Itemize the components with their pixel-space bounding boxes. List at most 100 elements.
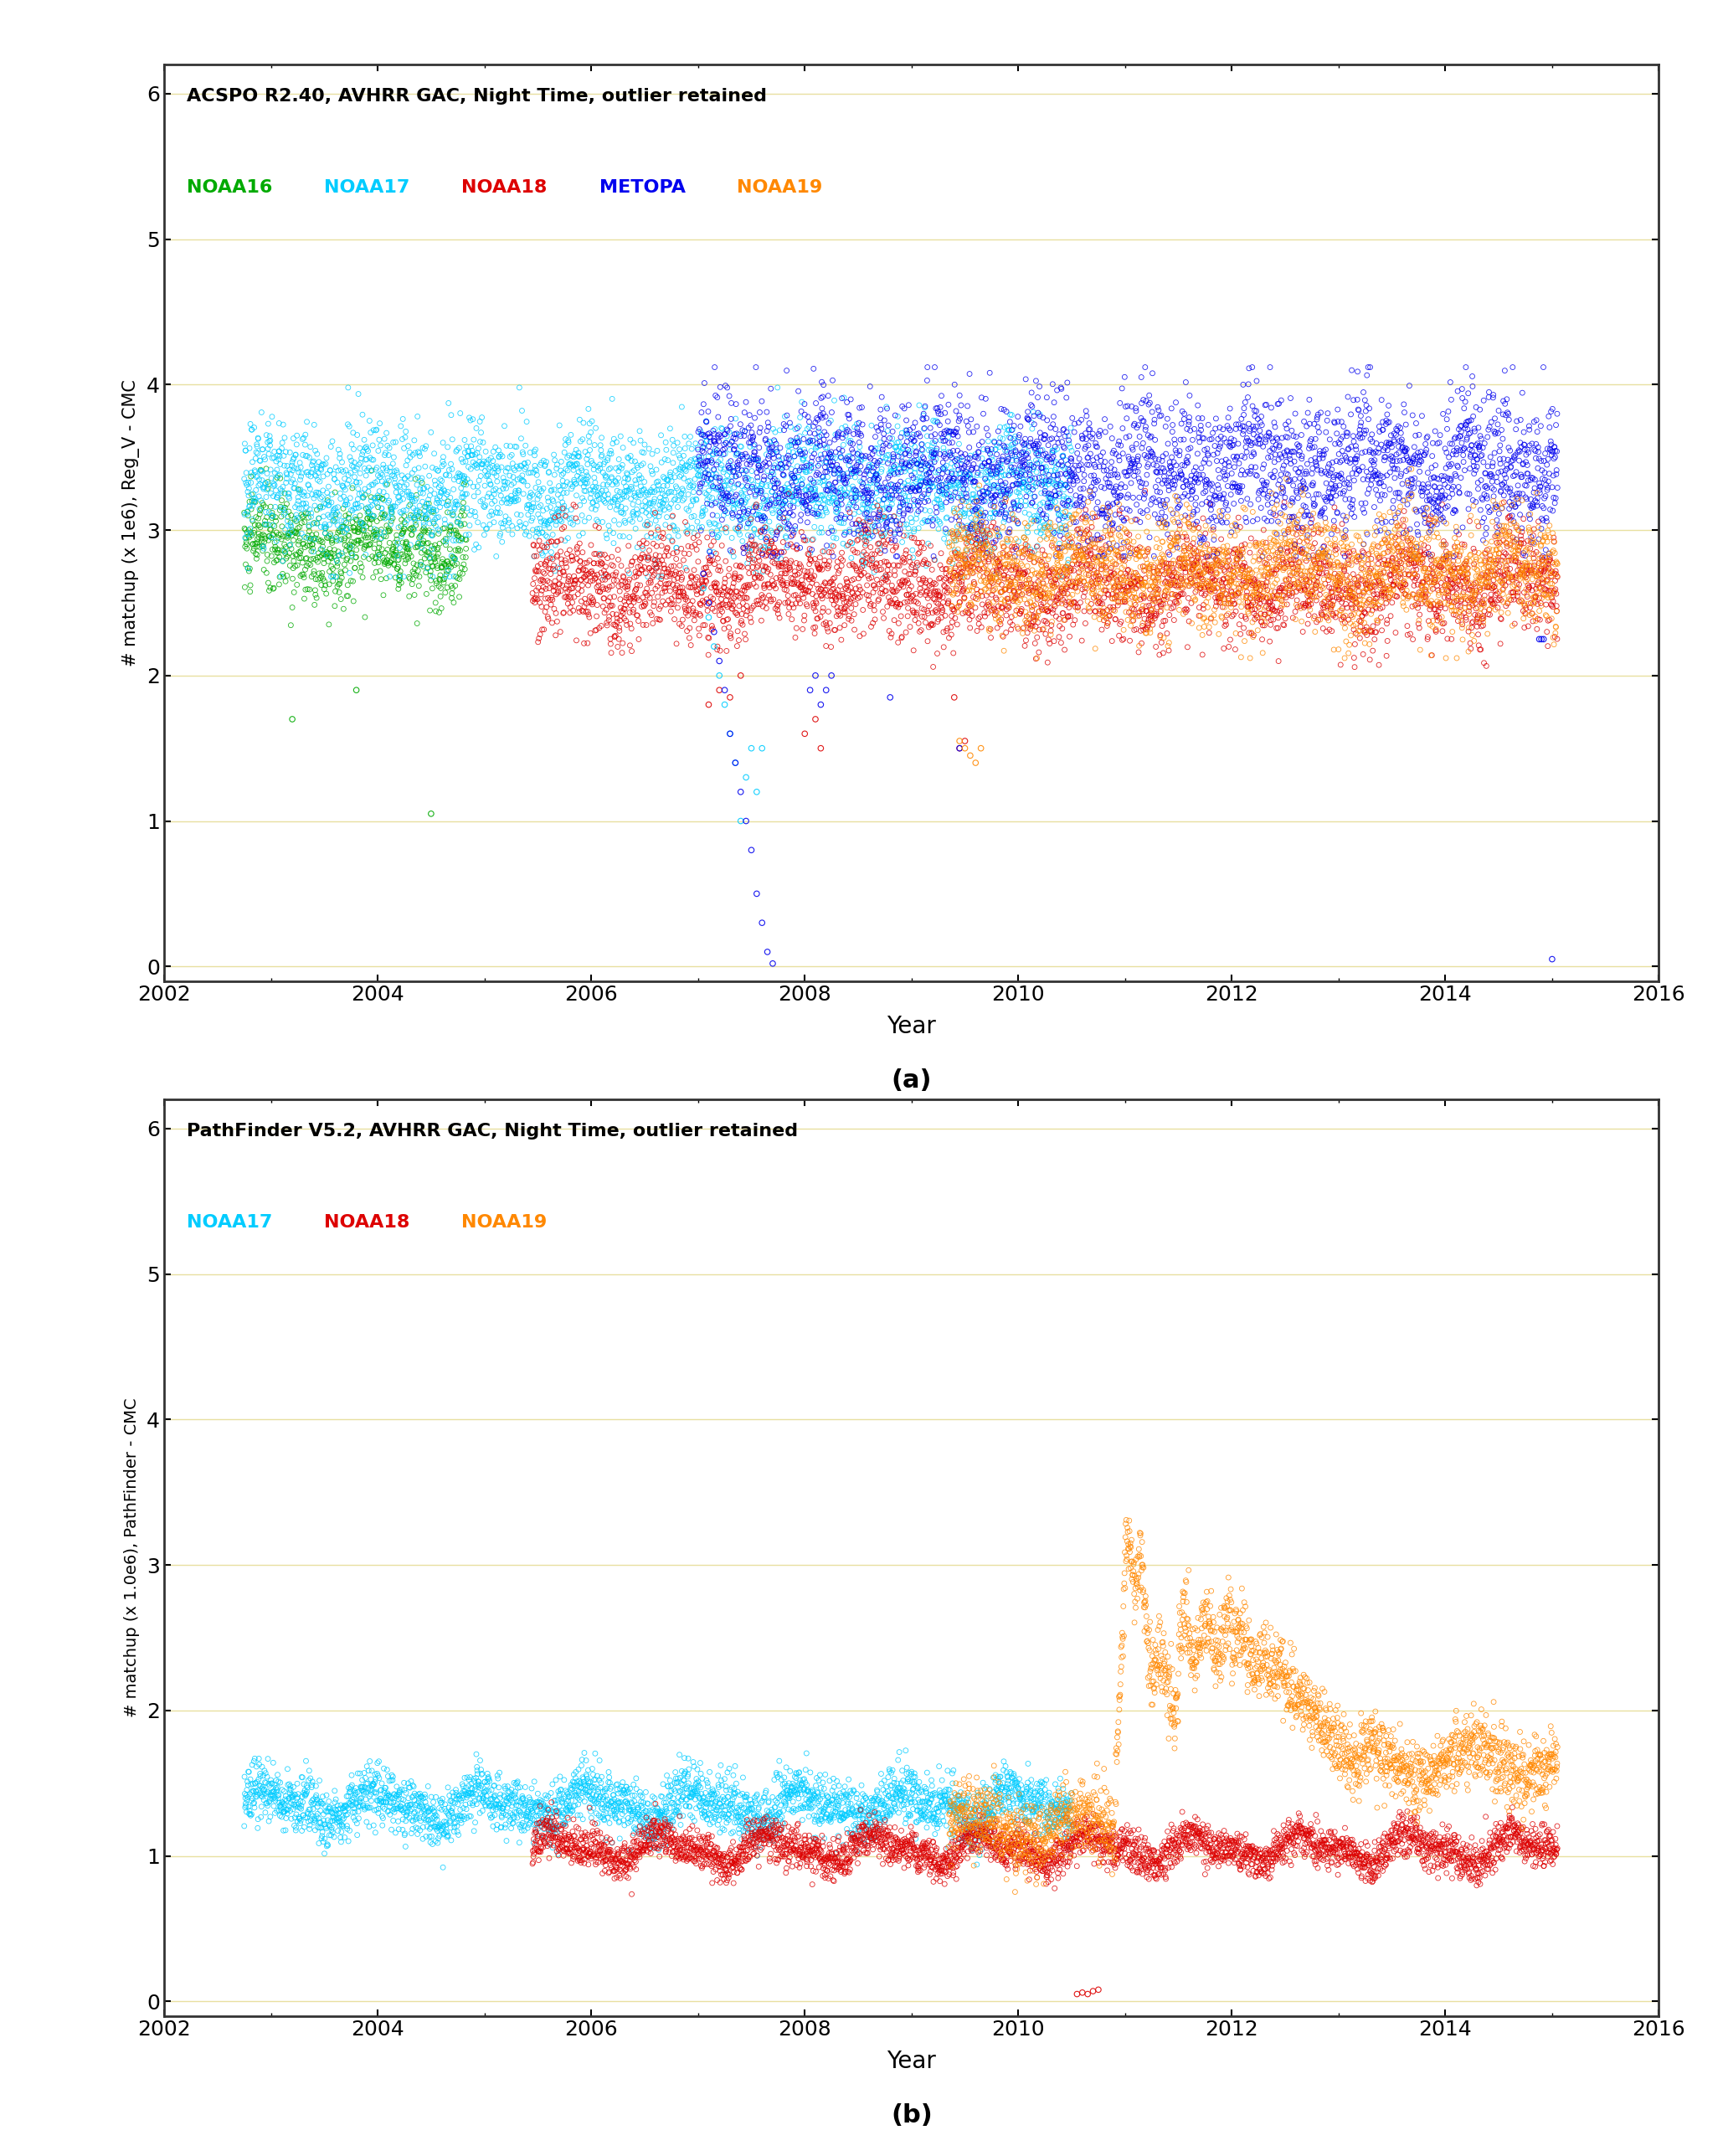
Point — [930, 1789, 957, 1824]
Point — [817, 582, 845, 617]
Point — [1132, 1591, 1159, 1626]
Point — [995, 1835, 1023, 1869]
Point — [1310, 563, 1337, 597]
Point — [468, 401, 496, 436]
Point — [1310, 545, 1337, 580]
Point — [306, 1826, 334, 1861]
Point — [843, 1789, 871, 1824]
Point — [700, 470, 727, 505]
Point — [346, 466, 373, 500]
Point — [1317, 1692, 1344, 1727]
Point — [999, 1837, 1026, 1871]
Point — [1137, 580, 1165, 614]
Point — [527, 1830, 555, 1865]
Point — [427, 468, 454, 502]
Point — [703, 470, 731, 505]
Point — [1515, 1727, 1543, 1761]
Point — [968, 1798, 995, 1833]
Point — [772, 573, 800, 608]
Point — [304, 1811, 332, 1846]
Point — [1464, 602, 1491, 636]
Point — [404, 526, 432, 561]
Point — [821, 472, 848, 507]
Point — [558, 1783, 586, 1818]
Point — [776, 489, 804, 524]
Point — [283, 515, 311, 550]
Point — [1037, 1805, 1064, 1839]
Point — [1306, 552, 1334, 586]
Point — [1305, 1850, 1332, 1884]
Point — [1294, 479, 1322, 513]
Point — [470, 489, 498, 524]
Point — [304, 1800, 332, 1835]
Point — [378, 1764, 406, 1798]
Point — [892, 1826, 919, 1861]
Point — [966, 1798, 994, 1833]
Point — [892, 565, 919, 599]
Point — [1503, 476, 1531, 511]
Point — [752, 591, 779, 625]
Point — [790, 522, 817, 556]
Point — [907, 464, 935, 498]
Point — [766, 1796, 793, 1830]
Point — [1013, 606, 1040, 640]
Point — [441, 1800, 468, 1835]
Point — [527, 1835, 555, 1869]
Point — [835, 397, 862, 431]
Point — [957, 509, 985, 543]
Point — [964, 489, 992, 524]
Point — [581, 558, 608, 593]
Point — [309, 446, 337, 481]
Point — [1329, 550, 1356, 584]
Point — [1303, 1828, 1331, 1863]
Point — [1078, 1787, 1106, 1822]
Point — [308, 539, 335, 573]
Point — [975, 554, 1002, 589]
Point — [966, 1805, 994, 1839]
Point — [601, 483, 629, 517]
Point — [1446, 556, 1474, 591]
Point — [1130, 571, 1158, 606]
Point — [1498, 481, 1526, 515]
Point — [899, 410, 926, 444]
Point — [1322, 599, 1350, 634]
Point — [517, 476, 544, 511]
Point — [924, 1794, 952, 1828]
Point — [1255, 565, 1282, 599]
Point — [391, 461, 418, 496]
Point — [1028, 1777, 1056, 1811]
Point — [1362, 1843, 1389, 1878]
Point — [1337, 1751, 1365, 1785]
Point — [874, 446, 902, 481]
Point — [848, 543, 876, 578]
Point — [1405, 576, 1433, 610]
Point — [498, 468, 525, 502]
Point — [1213, 1585, 1241, 1619]
Point — [1312, 1690, 1339, 1725]
Point — [302, 459, 330, 494]
Point — [503, 1785, 530, 1820]
Point — [420, 492, 448, 526]
Point — [1317, 1833, 1344, 1867]
Point — [444, 1818, 472, 1852]
Point — [1144, 578, 1172, 612]
Point — [1375, 1828, 1403, 1863]
Point — [1362, 1858, 1389, 1893]
Point — [1389, 580, 1417, 614]
Point — [1083, 580, 1111, 614]
Point — [287, 533, 314, 567]
Point — [916, 1785, 943, 1820]
Point — [859, 509, 886, 543]
Point — [506, 371, 534, 405]
Point — [1424, 1757, 1452, 1792]
Point — [838, 1818, 866, 1852]
Point — [344, 1794, 372, 1828]
Point — [1441, 1727, 1469, 1761]
Point — [1426, 1746, 1453, 1781]
Point — [261, 530, 289, 565]
Point — [1087, 552, 1115, 586]
Point — [368, 1809, 396, 1843]
Point — [334, 371, 361, 405]
Point — [779, 468, 807, 502]
Point — [1351, 1846, 1379, 1880]
